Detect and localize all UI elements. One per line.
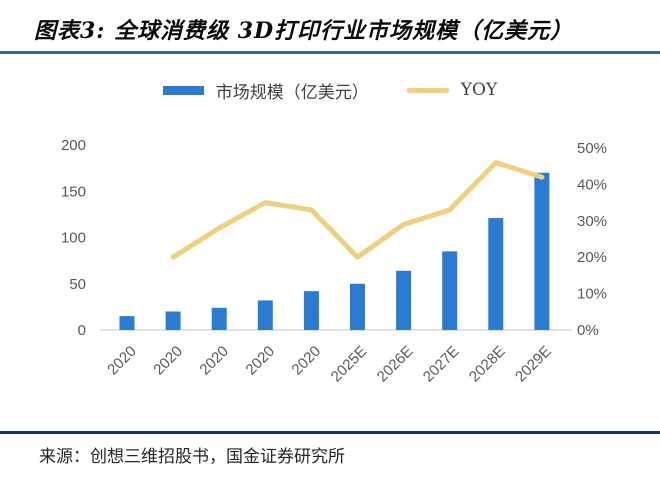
x-axis-tick-0-2020: 2020 (104, 343, 140, 379)
figure-title: 图表3: 全球消费级 3D打印行业市场规模（亿美元） (34, 18, 574, 44)
market-size-bar-2020 (211, 307, 227, 330)
left-axis-tick-150: 150 (61, 183, 86, 200)
legend-label-market-size: 市场规模（亿美元） (215, 82, 369, 103)
x-axis-tick-7-2027E: 2027E (420, 343, 463, 386)
x-axis-tick-3-2020: 2020 (243, 343, 279, 379)
left-axis-tick-100: 100 (61, 230, 86, 247)
market-size-bar-2020 (119, 316, 135, 330)
legend-bar-swatch (162, 85, 204, 95)
right-axis-tick-0%: 0% (577, 322, 599, 339)
source-note: 来源：创想三维招股书，国金证券研究所 (39, 447, 345, 467)
yoy-line (170, 160, 545, 260)
legend-label-yoy: YOY (460, 80, 498, 100)
chart-legend: 市场规模（亿美元） YOY (0, 78, 660, 103)
legend-item-market-size: 市场规模（亿美元） (162, 78, 369, 103)
footer-divider (0, 431, 660, 434)
right-axis-tick-40%: 40% (577, 176, 607, 193)
right-axis-tick-30%: 30% (577, 213, 607, 230)
market-size-bar-2020 (303, 291, 319, 330)
right-axis-tick-20%: 20% (577, 249, 607, 266)
right-axis-tick-10%: 10% (577, 286, 607, 303)
market-size-bar-2028E (488, 218, 504, 330)
left-axis-tick-50: 50 (69, 276, 86, 293)
x-axis-tick-8-2028E: 2028E (466, 343, 509, 386)
x-axis-tick-5-2025E: 2025E (328, 343, 371, 386)
market-size-bar-2029E (534, 172, 550, 330)
x-axis-tick-9-2029E: 2029E (512, 343, 555, 386)
market-size-bar-2020 (257, 300, 273, 330)
legend-item-yoy: YOY (406, 80, 498, 100)
market-size-bar-2020 (165, 311, 181, 330)
right-axis-tick-50%: 50% (577, 140, 607, 157)
x-axis-tick-6-2026E: 2026E (374, 343, 417, 386)
market-size-bar-2025E (350, 283, 365, 330)
market-size-bar-2026E (396, 270, 412, 330)
title-divider (0, 51, 660, 54)
x-axis-tick-4-2020: 2020 (289, 343, 325, 379)
legend-line-swatch (406, 87, 449, 93)
x-axis-tick-2-2020: 2020 (196, 343, 232, 379)
market-size-bar-2027E (442, 251, 458, 330)
x-axis-tick-1-2020: 2020 (150, 343, 186, 379)
left-axis-tick-200: 200 (61, 137, 86, 154)
left-axis-tick-0: 0 (78, 322, 86, 339)
